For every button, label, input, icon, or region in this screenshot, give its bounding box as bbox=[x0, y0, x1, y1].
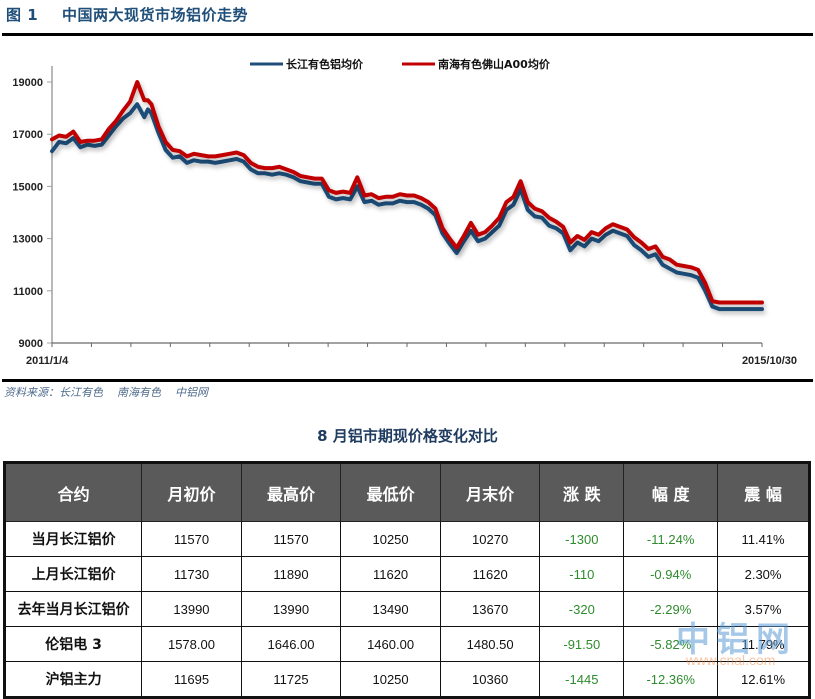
svg-text:长江有色铝均价: 长江有色铝均价 bbox=[286, 57, 364, 71]
header-change: 涨 跌 bbox=[539, 462, 625, 522]
header-contract: 合约 bbox=[3, 462, 143, 522]
cell-open: 11695 bbox=[141, 661, 242, 698]
series-line-0 bbox=[50, 102, 764, 312]
x-axis: 2011/1/4 2015/10/30 bbox=[26, 342, 797, 367]
cell-amplitude: 11.41% bbox=[717, 521, 810, 557]
cell-high: 11725 bbox=[240, 661, 342, 698]
source-item: 南海有色 bbox=[117, 386, 161, 399]
svg-text:南海有色佛山A00均价: 南海有色佛山A00均价 bbox=[438, 57, 551, 71]
cell-pct: -5.82% bbox=[623, 626, 719, 662]
cell-amplitude: 3.57% bbox=[717, 591, 810, 627]
svg-text:13000: 13000 bbox=[12, 234, 43, 246]
svg-text:9000: 9000 bbox=[19, 338, 43, 350]
cell-open: 13990 bbox=[141, 591, 242, 627]
source-item: 资料来源：长江有色 bbox=[4, 386, 103, 399]
cell-high: 11890 bbox=[240, 556, 342, 592]
cell-contract: 沪铝主力 bbox=[3, 661, 143, 698]
cell-change: -110 bbox=[539, 556, 625, 592]
cell-close: 10270 bbox=[439, 521, 541, 557]
table-row: 当月长江铝价 11570 11570 10250 10270 -1300 -11… bbox=[3, 521, 810, 557]
cell-close: 13670 bbox=[439, 591, 541, 627]
cell-pct: -0.94% bbox=[623, 556, 719, 592]
cell-contract: 去年当月长江铝价 bbox=[3, 591, 143, 627]
cell-open: 11570 bbox=[141, 521, 242, 557]
cell-contract: 当月长江铝价 bbox=[3, 521, 143, 557]
cell-high: 11570 bbox=[240, 521, 342, 557]
cell-open: 1578.00 bbox=[141, 626, 242, 662]
cell-low: 11620 bbox=[340, 556, 441, 592]
table-header-row: 合约 月初价 最高价 最低价 月末价 涨 跌 幅 度 震 幅 bbox=[3, 462, 810, 522]
cell-contract: 上月长江铝价 bbox=[3, 556, 143, 592]
table-row: 去年当月长江铝价 13990 13990 13490 13670 -320 -2… bbox=[3, 591, 810, 627]
cell-amplitude: 11.79% bbox=[717, 626, 810, 662]
figure-title-text: 中国两大现货市场铝价走势 bbox=[62, 6, 249, 24]
cell-change: -1445 bbox=[539, 661, 625, 698]
bottom-rule bbox=[2, 379, 813, 382]
cell-low: 13490 bbox=[340, 591, 441, 627]
cell-pct: -12.36% bbox=[623, 661, 719, 698]
svg-text:15000: 15000 bbox=[12, 181, 43, 193]
svg-text:11000: 11000 bbox=[13, 286, 43, 298]
cell-pct: -11.24% bbox=[623, 521, 719, 557]
chart-legend: 长江有色铝均价 南海有色佛山A00均价 bbox=[250, 57, 551, 71]
svg-text:2011/1/4: 2011/1/4 bbox=[26, 355, 69, 367]
header-low: 最低价 bbox=[340, 462, 441, 522]
cell-amplitude: 2.30% bbox=[717, 556, 810, 592]
cell-contract: 伦铝电 3 bbox=[3, 626, 143, 662]
cell-change: -320 bbox=[539, 591, 625, 627]
table-row: 沪铝主力 11695 11725 10250 10360 -1445 -12.3… bbox=[3, 661, 810, 698]
header-pct: 幅 度 bbox=[623, 462, 719, 522]
cell-low: 10250 bbox=[340, 521, 441, 557]
table-row: 上月长江铝价 11730 11890 11620 11620 -110 -0.9… bbox=[3, 556, 810, 592]
header-amplitude: 震 幅 bbox=[717, 462, 810, 522]
table-row: 伦铝电 3 1578.00 1646.00 1460.00 1480.50 -9… bbox=[3, 626, 810, 662]
header-high: 最高价 bbox=[240, 462, 342, 522]
cell-close: 1480.50 bbox=[439, 626, 541, 662]
header-open: 月初价 bbox=[141, 462, 242, 522]
cell-amplitude: 12.61% bbox=[717, 661, 810, 698]
cell-pct: -2.29% bbox=[623, 591, 719, 627]
cell-low: 1460.00 bbox=[340, 626, 441, 662]
top-rule bbox=[2, 33, 813, 36]
series-layer bbox=[50, 80, 764, 312]
figure-label: 图 1 bbox=[6, 6, 39, 24]
cell-low: 10250 bbox=[340, 661, 441, 698]
source-note: 资料来源：长江有色 南海有色 中铝网 bbox=[4, 384, 222, 400]
figure-title: 图 1 中国两大现货市场铝价走势 bbox=[6, 4, 248, 25]
svg-text:2015/10/30: 2015/10/30 bbox=[742, 355, 797, 367]
cell-open: 11730 bbox=[141, 556, 242, 592]
svg-text:17000: 17000 bbox=[12, 129, 43, 141]
source-item: 中铝网 bbox=[175, 386, 208, 399]
cell-high: 1646.00 bbox=[240, 626, 342, 662]
cell-high: 13990 bbox=[240, 591, 342, 627]
cell-change: -91.50 bbox=[539, 626, 625, 662]
series-line-1 bbox=[50, 80, 764, 305]
header-close: 月末价 bbox=[439, 462, 541, 522]
cell-close: 10360 bbox=[439, 661, 541, 698]
table-title: 8 月铝市期现价格变化对比 bbox=[317, 427, 498, 445]
y-axis: 9000 11000 13000 15000 17000 19000 bbox=[12, 66, 53, 350]
cell-change: -1300 bbox=[539, 521, 625, 557]
price-comparison-table: 合约 月初价 最高价 最低价 月末价 涨 跌 幅 度 震 幅 当月长江铝价 11… bbox=[3, 461, 811, 699]
cell-close: 11620 bbox=[439, 556, 541, 592]
svg-text:19000: 19000 bbox=[12, 77, 43, 89]
